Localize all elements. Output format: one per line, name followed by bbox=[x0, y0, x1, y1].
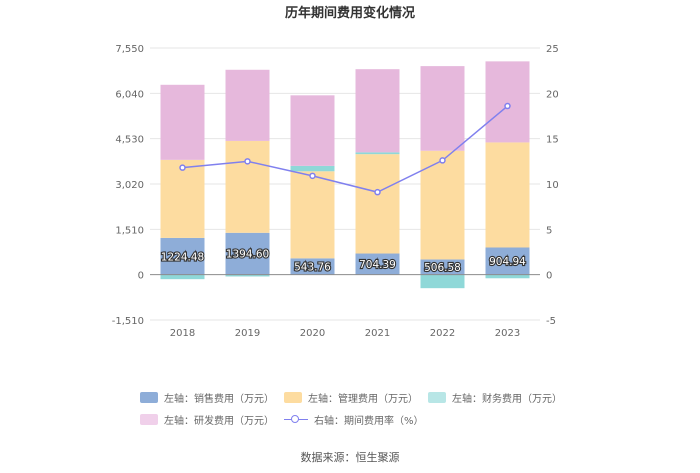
bar-label-sales: 506.58 bbox=[424, 262, 461, 274]
bar-admin-2020 bbox=[290, 171, 335, 259]
bar-rd-2019 bbox=[225, 69, 270, 141]
right-axis-tick-label: 10 bbox=[546, 180, 559, 191]
bar-rd-2021 bbox=[355, 69, 400, 153]
right-axis-tick-label: 25 bbox=[546, 44, 559, 55]
ratio-line bbox=[182, 105, 508, 193]
right-axis-tick-label: 5 bbox=[546, 225, 552, 236]
bar-label-sales: 904.94 bbox=[489, 256, 526, 268]
legend-item-sales[interactable]: 左轴：销售费用（万元） bbox=[140, 390, 284, 405]
bar-admin-2018 bbox=[160, 159, 205, 238]
legend-swatch-rd bbox=[140, 413, 158, 425]
legend-label-ratio: 右轴：期间费用率（%） bbox=[314, 415, 424, 427]
legend: 左轴：销售费用（万元） 左轴：管理费用（万元） 左轴：财务费用（万元） 左轴：研… bbox=[140, 386, 580, 430]
legend-label-admin: 左轴：管理费用（万元） bbox=[308, 393, 418, 405]
bar-admin-2023 bbox=[485, 142, 530, 248]
bar-sales-2023 bbox=[485, 247, 530, 275]
right-axis-tick-label: 20 bbox=[546, 89, 559, 100]
bar-finance-2020 bbox=[290, 165, 335, 172]
left-axis-tick-label: -1,510 bbox=[112, 316, 144, 327]
right-axis-tick-label: 0 bbox=[546, 271, 552, 282]
bar-finance-2021 bbox=[355, 152, 400, 155]
bar-finance-2023 bbox=[485, 274, 530, 279]
legend-item-admin[interactable]: 左轴：管理费用（万元） bbox=[284, 390, 428, 405]
x-axis-tick-label: 2020 bbox=[300, 328, 325, 339]
bar-admin-2021 bbox=[355, 154, 400, 254]
legend-swatch-finance bbox=[428, 391, 446, 403]
right-axis-tick-label: -5 bbox=[546, 316, 556, 327]
bar-sales-2019 bbox=[225, 232, 270, 275]
x-axis-tick-label: 2019 bbox=[235, 328, 260, 339]
bar-rd-2023 bbox=[485, 61, 530, 143]
bar-rd-2020 bbox=[290, 95, 335, 166]
bar-label-sales: 1394.60 bbox=[226, 249, 269, 261]
legend-item-ratio[interactable]: 右轴：期间费用率（%） bbox=[284, 412, 424, 427]
bar-label-sales: 1224.48 bbox=[161, 251, 204, 263]
bar-rd-2018 bbox=[160, 84, 205, 160]
ratio-point-2023 bbox=[504, 102, 511, 110]
bar-finance-2019 bbox=[225, 274, 270, 277]
left-axis-tick-label: 1,510 bbox=[115, 225, 144, 236]
left-axis-tick-label: 7,550 bbox=[115, 44, 144, 55]
bar-label-sales: 543.76 bbox=[294, 262, 331, 274]
left-axis-tick-label: 3,020 bbox=[115, 180, 144, 191]
legend-label-finance: 左轴：财务费用（万元） bbox=[452, 393, 562, 405]
ratio-point-2019 bbox=[244, 158, 251, 165]
legend-swatch-sales bbox=[140, 391, 158, 403]
bar-finance-2022 bbox=[420, 274, 465, 289]
bar-admin-2019 bbox=[225, 140, 270, 233]
bar-sales-2021 bbox=[355, 253, 400, 275]
right-axis-tick-label: 15 bbox=[546, 135, 559, 146]
ratio-point-2020 bbox=[309, 172, 316, 180]
bar-rd-2022 bbox=[420, 66, 465, 151]
legend-swatch-ratio bbox=[284, 414, 308, 425]
bar-sales-2022 bbox=[420, 259, 465, 275]
bar-sales-2018 bbox=[160, 237, 205, 275]
legend-item-finance[interactable]: 左轴：财务费用（万元） bbox=[428, 390, 562, 405]
legend-label-rd: 左轴：研发费用（万元） bbox=[164, 415, 274, 427]
x-axis-tick-label: 2022 bbox=[430, 328, 455, 339]
bar-label-sales: 704.39 bbox=[359, 259, 396, 271]
legend-swatch-admin bbox=[284, 391, 302, 403]
ratio-point-2022 bbox=[439, 157, 446, 164]
bar-admin-2022 bbox=[420, 150, 465, 260]
left-axis-tick-label: 6,040 bbox=[115, 89, 144, 100]
ratio-point-2018 bbox=[179, 164, 186, 171]
data-source: 数据来源：恒生聚源 bbox=[300, 451, 400, 464]
legend-label-sales: 左轴：销售费用（万元） bbox=[164, 393, 274, 405]
chart-title: 历年期间费用变化情况 bbox=[285, 5, 415, 21]
legend-item-rd[interactable]: 左轴：研发费用（万元） bbox=[140, 412, 284, 427]
bar-sales-2020 bbox=[290, 258, 335, 275]
x-axis-tick-label: 2021 bbox=[365, 328, 390, 339]
ratio-point-2021 bbox=[374, 188, 381, 196]
left-axis-tick-label: 4,530 bbox=[115, 135, 144, 146]
left-axis-tick-label: 0 bbox=[138, 271, 144, 282]
bar-finance-2018 bbox=[160, 274, 205, 280]
x-axis-tick-label: 2018 bbox=[170, 328, 195, 339]
x-axis-tick-label: 2023 bbox=[495, 328, 520, 339]
